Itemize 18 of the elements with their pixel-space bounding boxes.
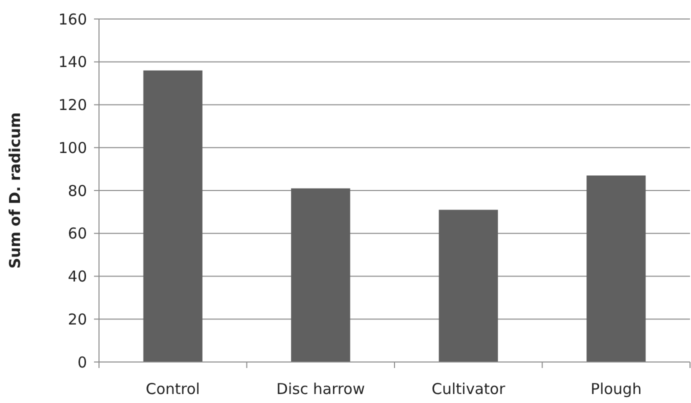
bar bbox=[143, 70, 202, 362]
x-tick-label: Cultivator bbox=[432, 380, 506, 398]
y-tick-label: 160 bbox=[58, 10, 87, 28]
y-tick-label: 80 bbox=[68, 182, 87, 200]
y-tick-label: 140 bbox=[58, 53, 87, 72]
y-tick-label: 20 bbox=[68, 310, 87, 328]
y-tick-label: 60 bbox=[68, 224, 87, 243]
bar bbox=[291, 188, 350, 362]
bar bbox=[586, 175, 646, 362]
x-tick-label: Plough bbox=[590, 380, 642, 398]
y-tick-label: 40 bbox=[68, 268, 87, 286]
y-tick-label: 100 bbox=[58, 138, 87, 157]
x-tick-label: Control bbox=[146, 380, 200, 398]
x-tick-label: Disc harrow bbox=[276, 380, 365, 398]
y-axis-title: Sum of D. radicum bbox=[6, 112, 24, 269]
y-tick-label: 120 bbox=[58, 96, 87, 114]
y-tick-label: 0 bbox=[77, 353, 87, 372]
bar bbox=[438, 210, 498, 362]
